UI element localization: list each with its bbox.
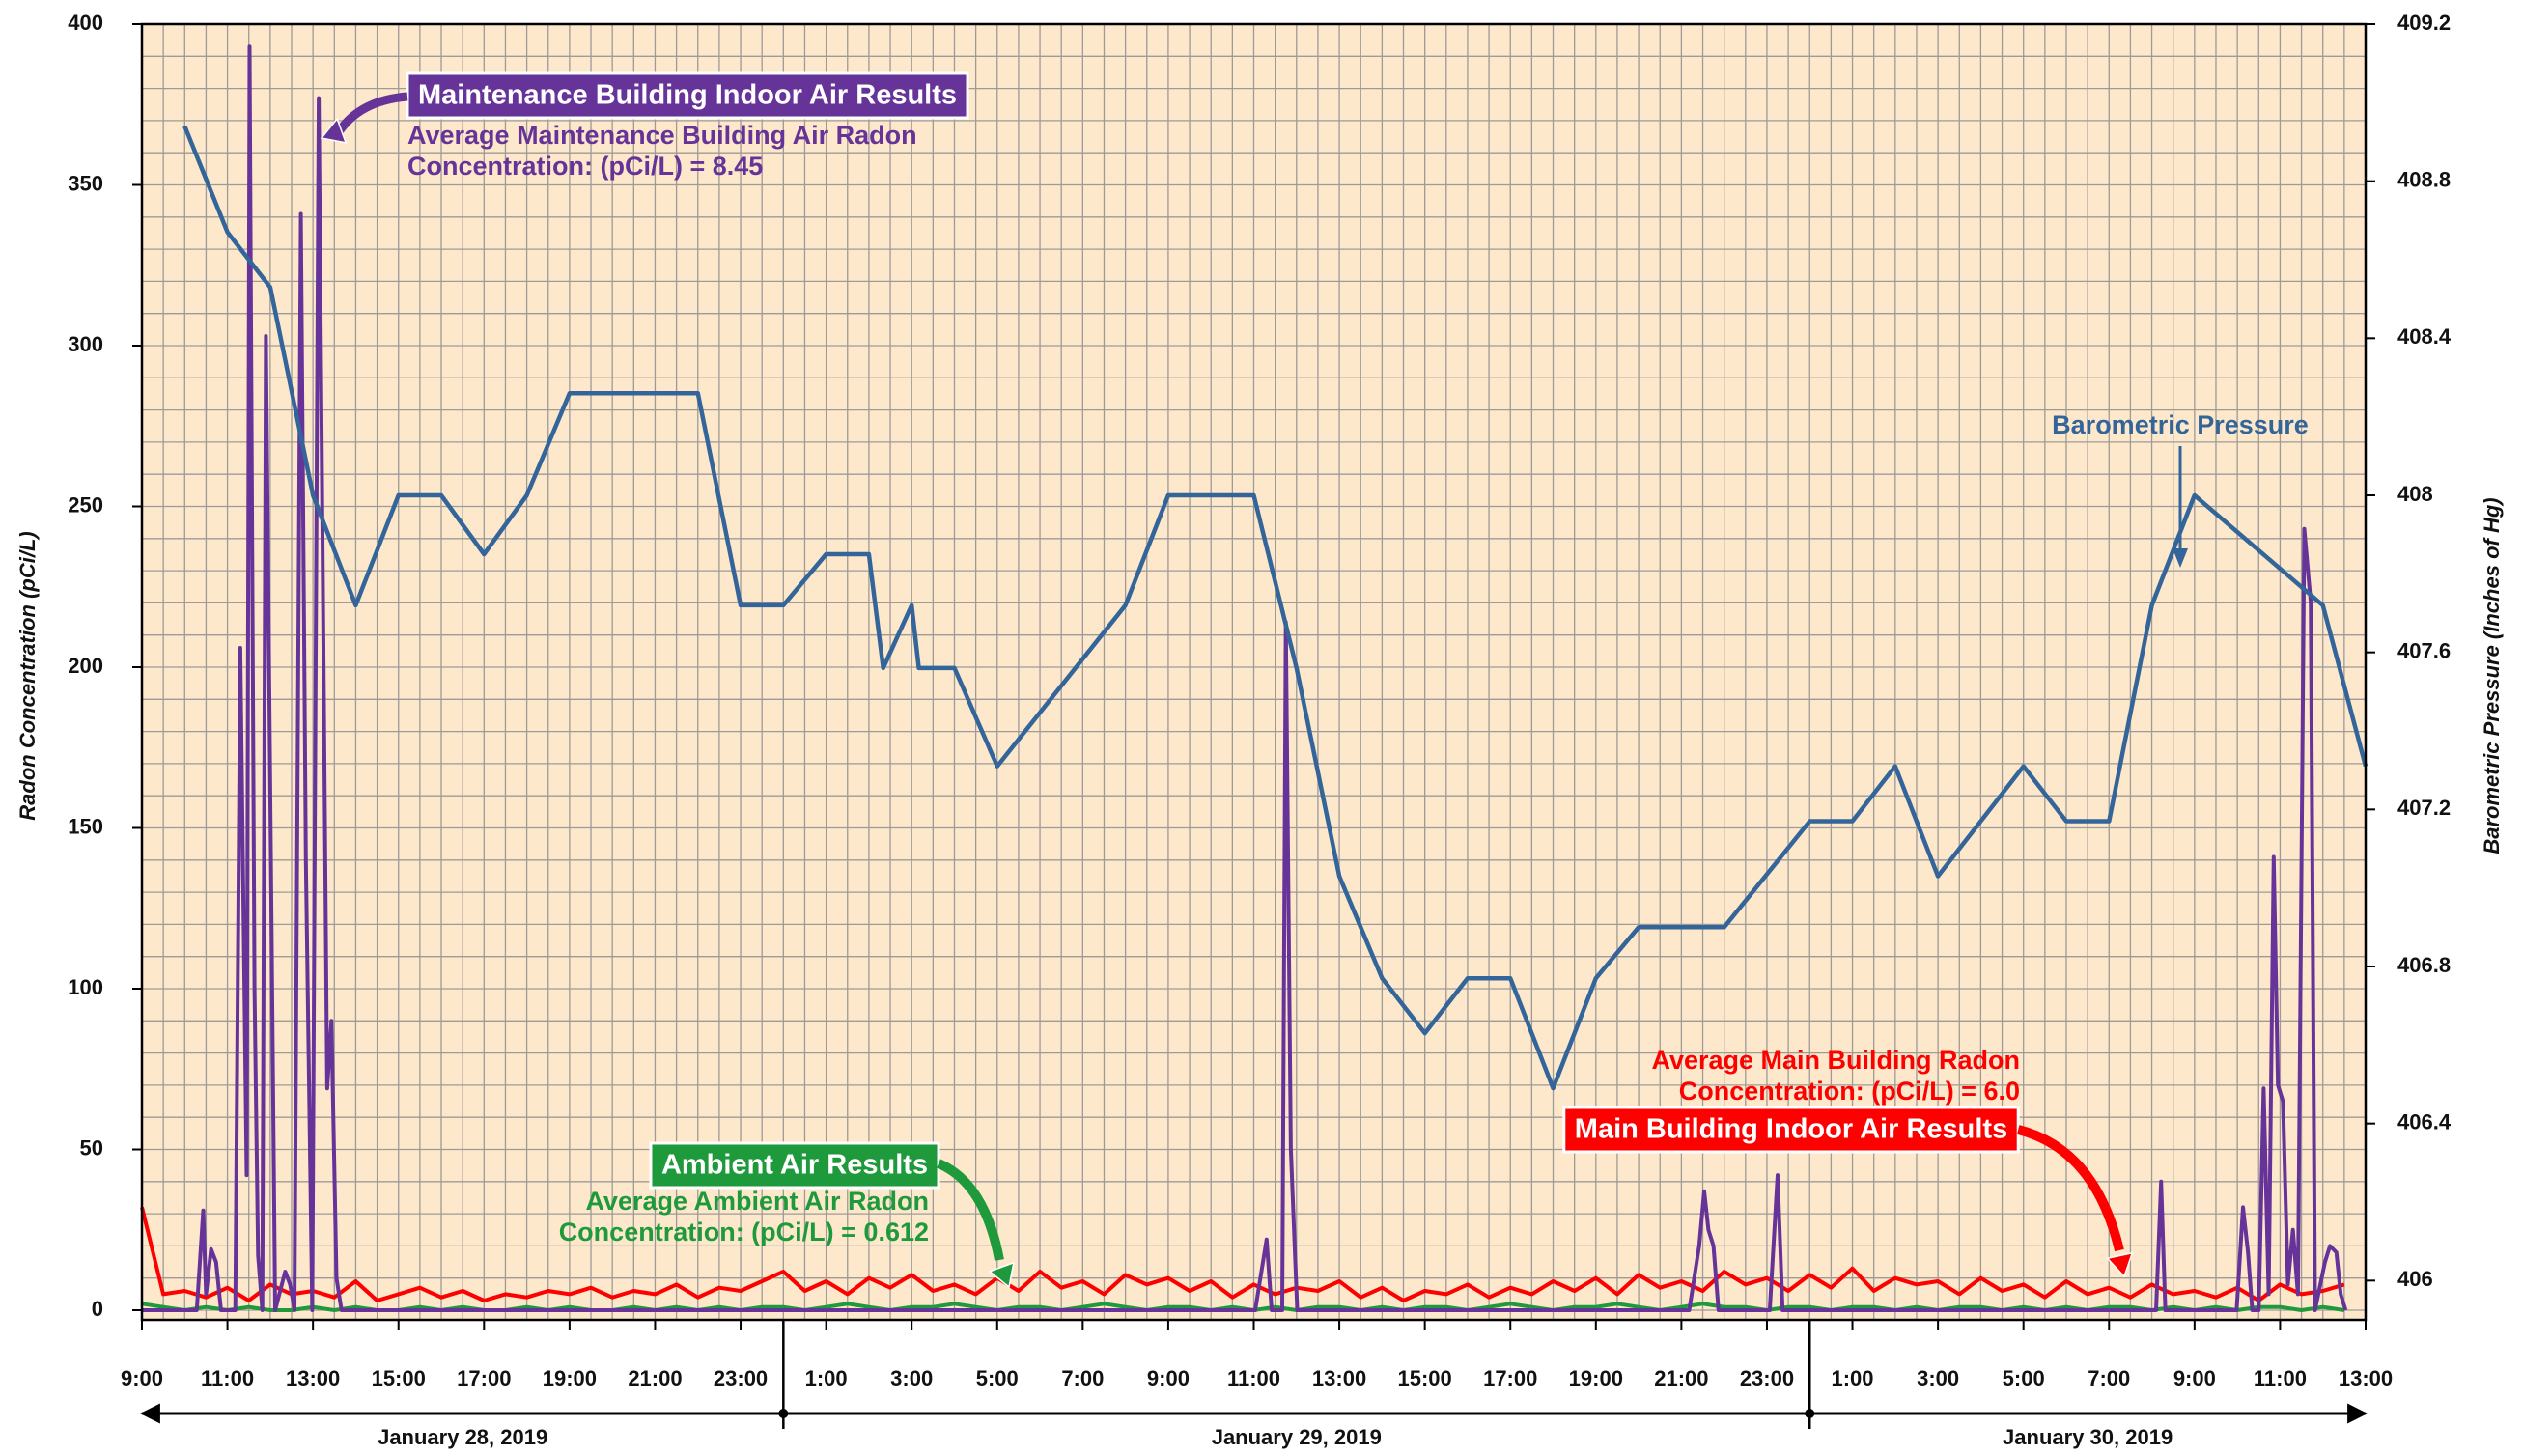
- x-tick-label: 13:00: [286, 1366, 340, 1390]
- annotation-title: Main Building Indoor Air Results: [1575, 1114, 2007, 1145]
- date-separator-dot: [778, 1409, 789, 1418]
- annotation-note: Concentration: (pCi/L) = 6.0: [1679, 1077, 2020, 1106]
- y2-tick-label: 407.6: [2397, 638, 2451, 662]
- x-tick-label: 5:00: [2003, 1366, 2045, 1390]
- x-tick-label: 5:00: [976, 1366, 1019, 1390]
- date-span-label: January 29, 2019: [1212, 1425, 1382, 1449]
- x-tick-label: 3:00: [890, 1366, 933, 1390]
- annotation-note: Concentration: (pCi/L) = 0.612: [559, 1218, 929, 1246]
- x-tick-label: 23:00: [1740, 1366, 1794, 1390]
- annotation-arrow: [2016, 1125, 2124, 1252]
- series-line: [142, 44, 2348, 1312]
- x-tick-label: 11:00: [2254, 1366, 2307, 1390]
- annotation-arrow: [936, 1159, 1004, 1261]
- y-tick-label: 300: [68, 332, 103, 356]
- series-line: [182, 125, 2369, 1091]
- y-tick-label: 250: [68, 492, 103, 517]
- annotation-box-bg: [406, 71, 969, 120]
- y2-tick-label: 408.8: [2397, 167, 2451, 191]
- x-tick-label: 9:00: [2173, 1366, 2216, 1390]
- annotation-box: Ambient Air Results: [649, 1141, 940, 1190]
- x-tick-label: 17:00: [1483, 1366, 1537, 1390]
- y-tick-label: 0: [92, 1297, 103, 1321]
- annotation-arrowhead: [2106, 1251, 2134, 1278]
- y2-tick-label: 407.2: [2397, 796, 2451, 820]
- annotation-title: Maintenance Building Indoor Air Results: [418, 80, 957, 111]
- x-tick-label: 19:00: [543, 1366, 597, 1390]
- x-tick-label: 13:00: [1312, 1366, 1366, 1390]
- x-tick-label: 15:00: [372, 1366, 426, 1390]
- x-tick-label: 7:00: [1061, 1366, 1104, 1390]
- y2-tick-label: 406.4: [2397, 1109, 2452, 1134]
- x-tick-label: 11:00: [1227, 1366, 1280, 1390]
- y-tick-label: 50: [80, 1135, 103, 1160]
- x-tick-label: 9:00: [121, 1366, 163, 1390]
- y2-axis-label: Barometric Pressure (Inches of Hg): [2480, 497, 2504, 854]
- date-span-label: January 30, 2019: [2003, 1425, 2173, 1449]
- x-tick-label: 1:00: [1832, 1366, 1874, 1390]
- y-axis-label: Radon Concentration (pCi/L): [15, 531, 40, 820]
- x-tick-label: 7:00: [2088, 1366, 2130, 1390]
- x-tick-label: 21:00: [1654, 1366, 1708, 1390]
- x-tick-label: 19:00: [1569, 1366, 1623, 1390]
- annotation-arrowhead: [988, 1261, 1015, 1289]
- y-tick-label: 200: [68, 654, 103, 678]
- annotation-arrow: [334, 92, 408, 136]
- annotation-note: Average Ambient Air Radon: [585, 1187, 929, 1216]
- y2-tick-label: 406: [2397, 1267, 2433, 1291]
- plot-frame: [140, 22, 2368, 1322]
- date-span-label: January 28, 2019: [378, 1425, 547, 1449]
- annotation-note: Concentration: (pCi/L) = 8.45: [407, 152, 763, 181]
- x-tick-label: 21:00: [628, 1366, 682, 1390]
- y-tick-label: 100: [68, 975, 103, 999]
- y2-tick-label: 406.8: [2397, 953, 2451, 977]
- annotation-arrowhead: [320, 117, 348, 144]
- annotation-label: Barometric Pressure: [2052, 410, 2309, 439]
- annotation-arrowhead: [2173, 548, 2188, 568]
- y-tick-label: 150: [68, 814, 103, 838]
- series-line: [140, 1206, 2345, 1302]
- y2-tick-label: 408.4: [2397, 324, 2452, 349]
- x-tick-label: 23:00: [714, 1366, 768, 1390]
- annotation-note: Average Maintenance Building Air Radon: [407, 121, 917, 150]
- x-tick-label: 11:00: [201, 1366, 254, 1390]
- x-tick-label: 17:00: [457, 1366, 511, 1390]
- y2-tick-label: 409.2: [2397, 11, 2451, 35]
- annotation-title: Ambient Air Results: [661, 1150, 928, 1181]
- x-tick-label: 9:00: [1147, 1366, 1190, 1390]
- x-tick-label: 15:00: [1398, 1366, 1452, 1390]
- y2-tick-label: 408: [2397, 482, 2433, 506]
- x-tick-label: 13:00: [2339, 1366, 2393, 1390]
- y-tick-label: 400: [68, 11, 103, 35]
- annotation-box: Maintenance Building Indoor Air Results: [406, 71, 969, 120]
- annotation-note: Average Main Building Radon: [1651, 1046, 2020, 1075]
- annotation-box: Main Building Indoor Air Results: [1562, 1106, 2020, 1154]
- y-tick-label: 350: [68, 171, 103, 195]
- x-tick-label: 1:00: [805, 1366, 848, 1390]
- date-separator-dot: [1805, 1409, 1815, 1418]
- x-tick-label: 3:00: [1917, 1366, 1959, 1390]
